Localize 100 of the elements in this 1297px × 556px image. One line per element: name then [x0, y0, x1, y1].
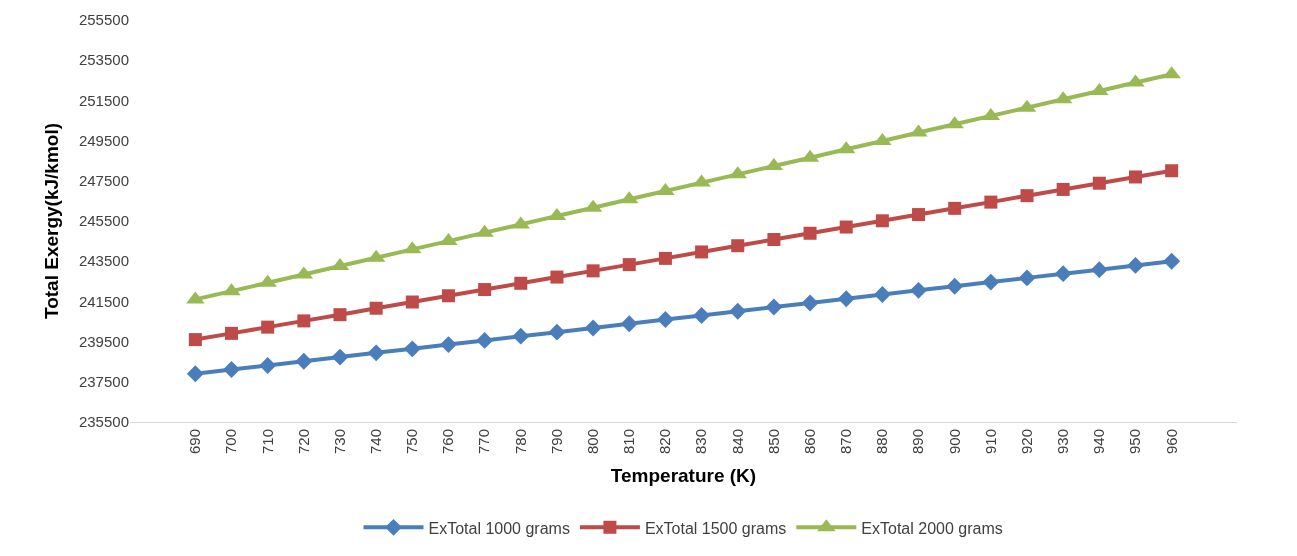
point [695, 245, 709, 259]
x-tick-label: 810 [620, 429, 638, 455]
point [1092, 176, 1106, 190]
x-tick-label: 920 [1017, 429, 1035, 455]
point [948, 201, 962, 215]
y-tick-label: 235500 [78, 413, 129, 431]
point [875, 214, 889, 228]
y-tick-label: 243500 [78, 252, 129, 270]
x-tick-label: 770 [475, 429, 493, 455]
x-tick-label: 910 [981, 429, 999, 455]
x-axis-title: Temperature (K) [610, 464, 757, 486]
point [1020, 189, 1034, 203]
y-tick-label: 247500 [78, 172, 129, 190]
point [1090, 261, 1108, 279]
point [765, 298, 783, 316]
point [620, 315, 638, 333]
point [295, 352, 313, 370]
point [186, 365, 204, 383]
point [912, 208, 926, 222]
x-tick-label: 840 [728, 429, 746, 455]
point [1056, 182, 1070, 196]
point [946, 277, 964, 295]
y-tick-label: 253500 [78, 51, 129, 69]
x-tick-label: 940 [1090, 429, 1108, 455]
point [767, 232, 781, 246]
point [658, 251, 672, 265]
point [910, 281, 927, 299]
y-tick-label: 249500 [78, 131, 129, 149]
point [367, 344, 385, 362]
x-tick-label: 710 [258, 429, 276, 455]
point [512, 327, 530, 345]
x-tick-label: 860 [800, 429, 818, 455]
x-tick-label: 830 [692, 429, 710, 455]
point [261, 320, 275, 334]
point [369, 301, 383, 315]
y-axis-title: Total Exergy(kJ/kmol) [40, 122, 62, 320]
x-tick-label: 870 [837, 429, 855, 455]
point [550, 270, 564, 284]
y-tick-label: 239500 [78, 332, 129, 350]
point [188, 333, 202, 347]
point [331, 348, 349, 366]
point [223, 361, 240, 378]
point [622, 258, 636, 272]
x-tick-label: 760 [439, 429, 457, 455]
y-tick-label: 237500 [78, 373, 129, 391]
point [441, 289, 455, 303]
y-tick-label: 245500 [78, 212, 129, 230]
x-tick-label: 790 [547, 429, 565, 455]
point [837, 290, 855, 308]
x-tick-label: 690 [186, 429, 204, 455]
x-tick-label: 700 [222, 429, 240, 455]
x-tick-label: 850 [764, 429, 782, 455]
x-tick-label: 880 [873, 429, 891, 455]
point [873, 286, 891, 304]
x-tick-label: 750 [403, 429, 421, 455]
x-tick-label: 720 [294, 429, 312, 455]
point [548, 323, 566, 341]
point [982, 273, 1000, 291]
point [731, 239, 745, 253]
point [225, 326, 239, 340]
point [259, 357, 277, 374]
point [803, 226, 817, 240]
point [514, 276, 528, 290]
legend-label: ExTotal 2000 grams [861, 519, 1003, 537]
point [1054, 265, 1072, 283]
point [297, 314, 311, 328]
point [729, 302, 747, 320]
point [1163, 252, 1181, 270]
point [693, 307, 711, 324]
y-tick-label: 241500 [78, 292, 129, 310]
x-tick-label: 800 [583, 429, 601, 455]
point [584, 319, 602, 337]
point [476, 331, 494, 349]
point [405, 295, 419, 309]
point [1127, 256, 1144, 274]
x-tick-label: 930 [1054, 429, 1072, 455]
point [1018, 269, 1036, 287]
y-tick-label: 255500 [78, 11, 129, 29]
x-tick-label: 820 [656, 429, 674, 455]
point [333, 308, 347, 322]
legend-label: ExTotal 1500 grams [644, 519, 787, 537]
x-tick-label: 780 [511, 429, 529, 455]
x-tick-label: 890 [909, 429, 927, 455]
x-tick-label: 950 [1126, 429, 1144, 455]
x-tick-label: 900 [945, 429, 963, 455]
point [839, 220, 853, 234]
legend-label: ExTotal 1000 grams [428, 519, 570, 537]
x-tick-label: 740 [367, 429, 385, 455]
point [984, 195, 998, 209]
x-tick-label: 730 [330, 429, 348, 455]
x-tick-label: 960 [1162, 429, 1180, 455]
point [440, 336, 457, 354]
point [478, 283, 492, 297]
point [1165, 164, 1179, 178]
y-tick-label: 251500 [78, 91, 129, 109]
point [586, 264, 600, 278]
point [801, 294, 819, 312]
point [1128, 170, 1142, 184]
point [656, 311, 674, 328]
point [403, 340, 421, 358]
